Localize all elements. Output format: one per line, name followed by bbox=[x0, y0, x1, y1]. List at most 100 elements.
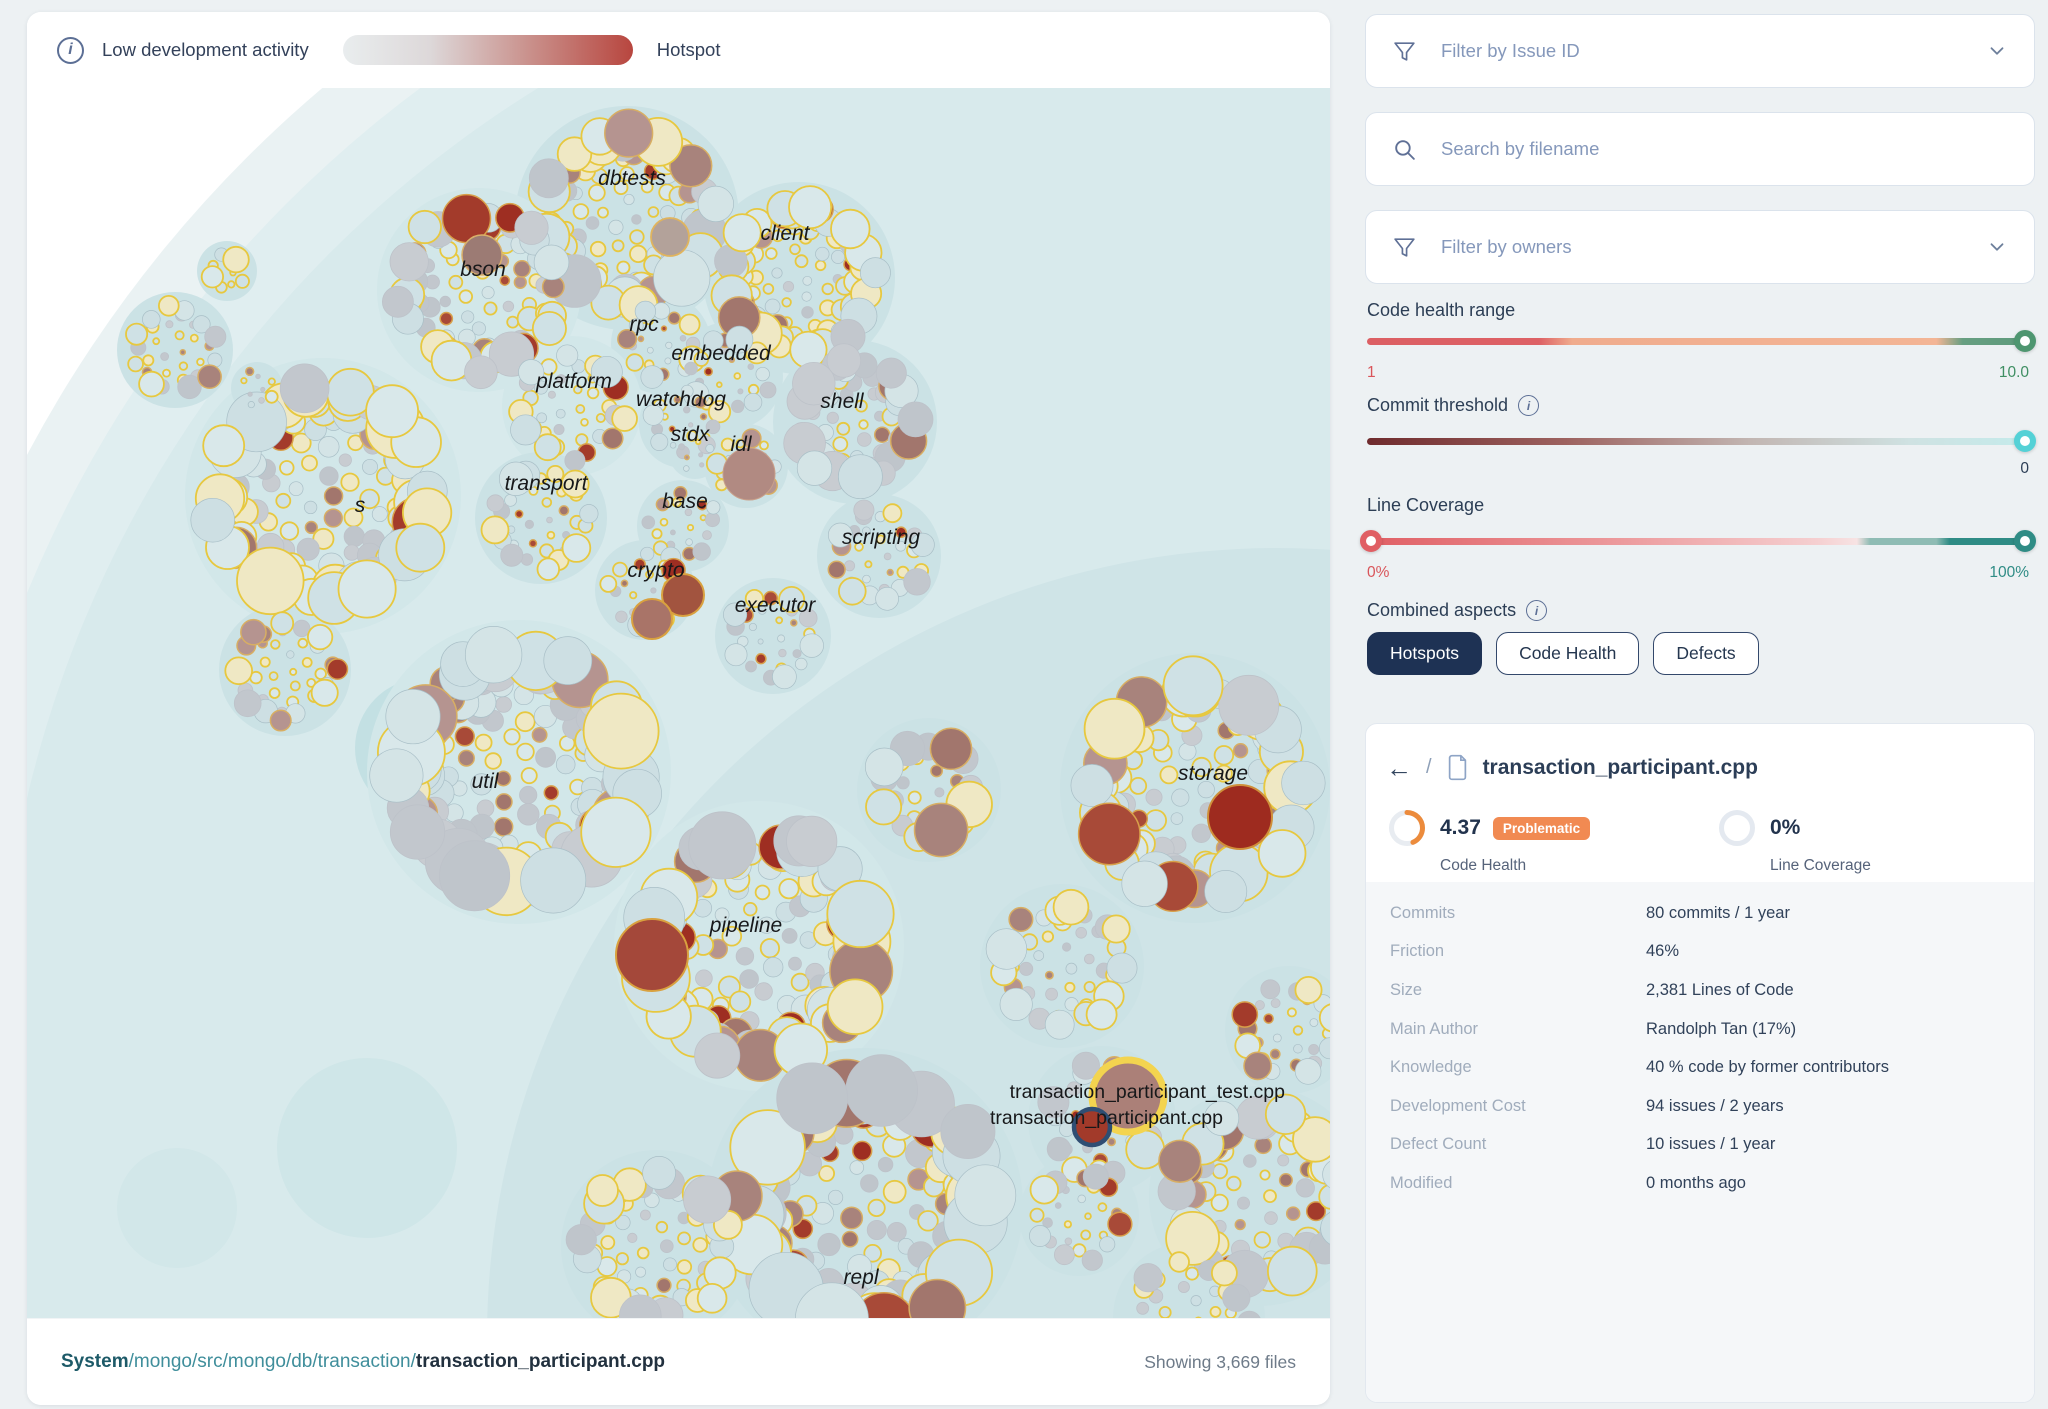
file-circle[interactable] bbox=[513, 260, 531, 278]
file-circle[interactable] bbox=[1099, 1236, 1116, 1253]
file-circle[interactable] bbox=[748, 622, 757, 632]
file-circle[interactable] bbox=[694, 396, 707, 409]
file-circle[interactable] bbox=[407, 209, 442, 245]
file-circle[interactable] bbox=[1045, 987, 1058, 1001]
file-circle[interactable] bbox=[616, 260, 631, 275]
file-circle[interactable] bbox=[615, 1214, 631, 1231]
file-circle[interactable] bbox=[1272, 1033, 1282, 1043]
file-circle[interactable] bbox=[1062, 942, 1072, 952]
file-circle[interactable] bbox=[1106, 952, 1138, 984]
file-circle[interactable] bbox=[319, 466, 339, 486]
file-circle[interactable] bbox=[745, 341, 769, 365]
breadcrumb-path[interactable]: /mongo/src/mongo/db/transaction/ bbox=[128, 1351, 416, 1372]
file-circle[interactable] bbox=[1029, 1225, 1051, 1247]
file-circle[interactable] bbox=[518, 359, 545, 386]
file-circle[interactable] bbox=[580, 417, 589, 427]
file-circle[interactable] bbox=[1121, 860, 1168, 907]
file-circle[interactable] bbox=[792, 362, 836, 406]
file-circle[interactable] bbox=[343, 525, 365, 548]
file-circle[interactable] bbox=[694, 1032, 741, 1079]
file-circle[interactable] bbox=[196, 357, 205, 367]
file-circle[interactable] bbox=[1269, 1048, 1281, 1060]
file-circle[interactable] bbox=[1084, 953, 1095, 965]
file-circle[interactable] bbox=[743, 392, 763, 412]
file-circle[interactable] bbox=[457, 749, 475, 767]
file-circle[interactable] bbox=[528, 539, 538, 548]
file-circle[interactable] bbox=[759, 440, 769, 451]
file-circle[interactable] bbox=[865, 788, 903, 826]
file-circle[interactable] bbox=[650, 587, 657, 594]
line-coverage-min-handle[interactable] bbox=[1360, 530, 1382, 552]
file-circle[interactable] bbox=[757, 916, 776, 934]
file-circle[interactable] bbox=[337, 559, 397, 619]
file-circle[interactable] bbox=[293, 619, 311, 638]
file-circle[interactable] bbox=[930, 764, 944, 778]
file-circle[interactable] bbox=[685, 538, 693, 546]
file-circle[interactable] bbox=[678, 443, 686, 451]
file-circle[interactable] bbox=[786, 815, 838, 868]
chevron-down-icon[interactable] bbox=[1986, 236, 2008, 258]
selected-file-circle[interactable] bbox=[1071, 1106, 1113, 1148]
file-circle[interactable] bbox=[240, 618, 267, 646]
file-circle[interactable] bbox=[1214, 764, 1233, 783]
file-circle[interactable] bbox=[588, 184, 606, 202]
file-circle[interactable] bbox=[1278, 1173, 1293, 1188]
file-circle[interactable] bbox=[615, 610, 628, 624]
file-circle[interactable] bbox=[1294, 976, 1323, 1005]
file-circle[interactable] bbox=[754, 884, 771, 901]
file-circle[interactable] bbox=[317, 436, 340, 458]
file-circle[interactable] bbox=[778, 585, 806, 613]
file-circle[interactable] bbox=[764, 298, 781, 315]
file-circle[interactable] bbox=[854, 542, 864, 552]
file-circle[interactable] bbox=[789, 330, 828, 369]
file-circle[interactable] bbox=[1237, 1310, 1261, 1318]
file-circle[interactable] bbox=[728, 990, 752, 1013]
file-circle[interactable] bbox=[1158, 1306, 1172, 1318]
subdirectory-circle[interactable] bbox=[277, 1058, 457, 1238]
file-circle[interactable] bbox=[1037, 1086, 1070, 1119]
file-circle[interactable] bbox=[665, 341, 673, 349]
file-circle[interactable] bbox=[854, 399, 868, 413]
hotspot-circle[interactable] bbox=[631, 598, 673, 640]
file-circle[interactable] bbox=[461, 310, 475, 324]
file-circle[interactable] bbox=[801, 306, 814, 319]
file-circle[interactable] bbox=[1243, 1051, 1272, 1081]
file-circle[interactable] bbox=[197, 364, 222, 390]
file-circle[interactable] bbox=[651, 528, 663, 540]
file-circle[interactable] bbox=[817, 1232, 841, 1257]
file-circle[interactable] bbox=[514, 210, 549, 245]
file-circle[interactable] bbox=[631, 214, 642, 225]
issue-id-filter[interactable]: Filter by Issue ID bbox=[1365, 14, 2035, 88]
file-circle[interactable] bbox=[670, 529, 676, 536]
file-circle[interactable] bbox=[859, 257, 891, 289]
file-circle[interactable] bbox=[543, 785, 559, 801]
file-circle[interactable] bbox=[684, 361, 698, 376]
file-circle[interactable] bbox=[1171, 788, 1190, 807]
file-circle[interactable] bbox=[903, 568, 931, 596]
file-circle[interactable] bbox=[789, 243, 801, 256]
file-circle[interactable] bbox=[841, 1230, 859, 1248]
file-circle[interactable] bbox=[338, 453, 352, 467]
file-circle[interactable] bbox=[599, 574, 618, 593]
file-circle[interactable] bbox=[764, 247, 778, 260]
file-circle[interactable] bbox=[735, 947, 755, 966]
file-circle[interactable] bbox=[1212, 1163, 1229, 1180]
file-circle[interactable] bbox=[192, 315, 211, 334]
file-circle[interactable] bbox=[493, 816, 514, 837]
file-circle[interactable] bbox=[464, 355, 498, 390]
file-circle[interactable] bbox=[1063, 1220, 1073, 1229]
file-circle[interactable] bbox=[556, 344, 579, 367]
file-circle[interactable] bbox=[645, 570, 654, 579]
file-circle[interactable] bbox=[371, 506, 388, 523]
file-circle[interactable] bbox=[686, 523, 695, 532]
file-circle[interactable] bbox=[483, 301, 498, 316]
file-circle[interactable] bbox=[498, 461, 534, 496]
file-circle[interactable] bbox=[1054, 1244, 1075, 1266]
file-circle[interactable] bbox=[1318, 1037, 1330, 1060]
file-circle[interactable] bbox=[600, 1235, 616, 1250]
file-circle[interactable] bbox=[608, 219, 624, 235]
file-circle[interactable] bbox=[849, 1160, 865, 1175]
file-circle[interactable] bbox=[595, 412, 606, 423]
file-circle[interactable] bbox=[178, 361, 189, 371]
file-circle[interactable] bbox=[757, 605, 767, 615]
